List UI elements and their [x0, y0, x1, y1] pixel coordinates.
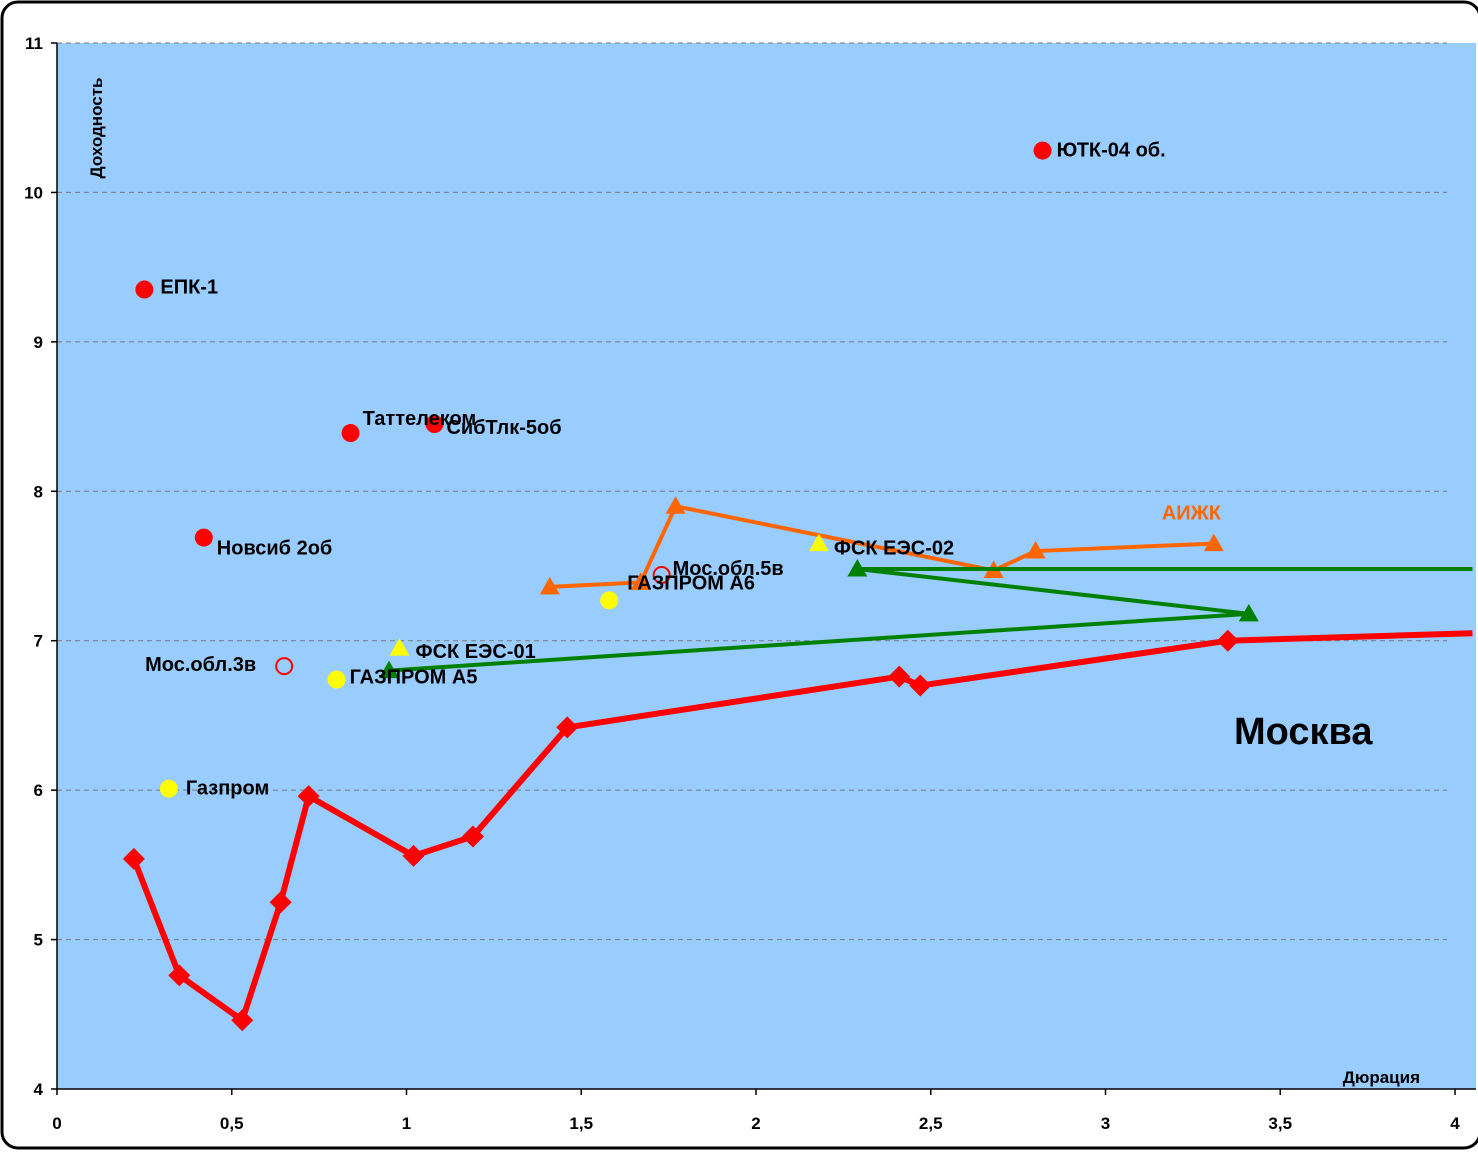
data-point — [556, 716, 579, 739]
y-tick-label: 6 — [34, 781, 43, 800]
series-6 — [389, 533, 829, 656]
axes: 4 5 6 7 8 9 10 11 0 0,5 1 1,5 2 2,5 3 3,5 4 — [24, 34, 1476, 1133]
data-label: Мос.обл.5в — [673, 558, 784, 580]
data-point — [159, 779, 178, 798]
series-label-aizhk: АИЖК — [1162, 503, 1222, 525]
data-point — [402, 844, 425, 867]
series-layer — [122, 141, 1473, 1032]
data-point — [275, 657, 294, 676]
x-tick-label: 1 — [402, 1114, 411, 1133]
data-label: Новсиб 2об — [217, 538, 332, 560]
data-point — [1033, 141, 1052, 160]
x-axis-title: Дюрация — [1343, 1068, 1420, 1087]
series-line — [131, 630, 1473, 1026]
data-point — [122, 847, 145, 870]
data-label: Таттелеком — [363, 408, 477, 430]
x-tick-label: 3 — [1101, 1114, 1110, 1133]
x-tick-label: 2 — [751, 1114, 760, 1133]
series-2 — [379, 558, 1473, 679]
data-point — [231, 1009, 254, 1032]
y-tick-label: 11 — [25, 34, 43, 53]
data-point — [341, 424, 360, 443]
annotation-moskva: Москва — [1234, 711, 1373, 753]
series-5 — [275, 565, 671, 676]
x-tick-label: 2,5 — [919, 1114, 943, 1133]
data-point — [135, 280, 154, 299]
x-tick-label: 0 — [52, 1114, 61, 1133]
data-point — [808, 533, 829, 552]
y-tick-label: 8 — [34, 482, 43, 501]
data-point — [379, 660, 400, 679]
x-tick-label: 3,5 — [1268, 1114, 1292, 1133]
data-label: Газпром — [186, 778, 269, 800]
data-point — [665, 496, 686, 514]
data-point — [297, 785, 320, 808]
data-point — [1238, 603, 1259, 622]
data-label: СибТлк-5об — [446, 417, 561, 439]
x-tick-label: 4 — [1450, 1114, 1460, 1133]
data-label: ЕПК-1 — [160, 277, 218, 299]
data-label: ФСК ЕЭС-01 — [416, 641, 536, 663]
data-point — [168, 964, 191, 987]
data-point — [1216, 629, 1239, 652]
data-point — [600, 591, 619, 610]
series-4 — [159, 591, 619, 798]
grid-lines — [57, 42, 1447, 941]
y-tick-label: 9 — [34, 333, 43, 352]
data-point — [909, 674, 932, 697]
series-0 — [122, 629, 1473, 1032]
data-point — [1203, 533, 1224, 552]
data-point — [389, 638, 410, 656]
data-label: ЮТК-04 об. — [1057, 140, 1166, 162]
data-label: ГАЗПРОМ А5 — [350, 667, 478, 689]
data-label: ГАЗПРОМ А6 — [627, 572, 755, 594]
series-line — [549, 503, 1214, 589]
x-tick-label: 1,5 — [569, 1114, 593, 1133]
data-point — [327, 670, 346, 689]
y-tick-label: 7 — [34, 632, 43, 651]
series-line — [388, 566, 1473, 673]
data-point — [652, 565, 671, 584]
data-point — [630, 572, 651, 590]
data-point — [194, 528, 213, 547]
data-label: ФСК ЕЭС-02 — [834, 538, 954, 560]
data-point — [425, 415, 444, 434]
data-point — [888, 665, 911, 688]
data-label: Мос.обл.3в — [145, 654, 256, 676]
data-point — [847, 558, 868, 577]
y-tick-label: 10 — [24, 183, 43, 202]
y-tick-label: 5 — [34, 931, 43, 950]
plot-area — [57, 43, 1476, 1089]
data-point — [461, 825, 484, 848]
data-point — [539, 576, 560, 595]
data-point — [1025, 541, 1046, 559]
y-axis-title: Доходность — [87, 78, 106, 179]
y-tick-label: 4 — [34, 1080, 44, 1099]
series-3 — [135, 141, 1052, 547]
data-point — [269, 891, 292, 914]
x-tick-label: 0,5 — [220, 1114, 244, 1133]
